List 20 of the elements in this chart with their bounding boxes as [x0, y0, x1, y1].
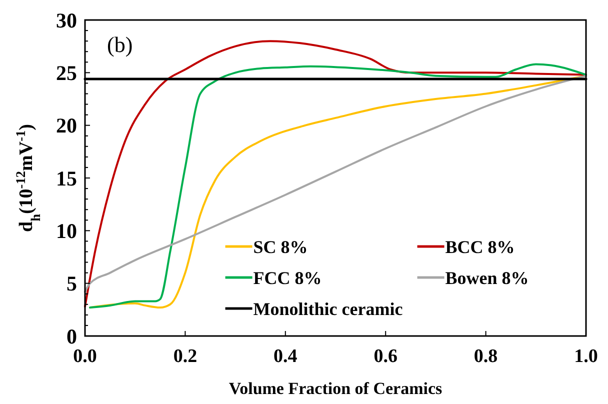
- legend-label: SC 8%: [253, 236, 308, 257]
- legend-label: Bowen 8%: [445, 268, 529, 288]
- x-tick-label: 1.0: [574, 346, 598, 367]
- legend-label: FCC 8%: [253, 268, 322, 288]
- x-tick-label: 0.4: [274, 346, 298, 367]
- y-tick-label: 15: [56, 166, 77, 190]
- x-tick-label: 0.6: [374, 346, 398, 367]
- annotation: (b): [107, 32, 133, 57]
- y-tick-label: 20: [56, 114, 77, 138]
- y-tick-label: 5: [66, 272, 77, 296]
- legend-label: BCC 8%: [445, 236, 515, 257]
- x-tick-label: 0.8: [474, 346, 498, 367]
- x-tick-label: 0.2: [173, 346, 198, 367]
- x-axis-title: Volume Fraction of Ceramics: [228, 379, 442, 398]
- y-tick-label: 25: [56, 61, 77, 86]
- y-tick-label: 10: [56, 219, 77, 244]
- x-tick-label: 0.0: [73, 346, 97, 367]
- y-tick-label: 0: [66, 324, 77, 348]
- y-tick-label: 30: [56, 8, 77, 32]
- legend-label: Monolithic ceramic: [253, 298, 403, 319]
